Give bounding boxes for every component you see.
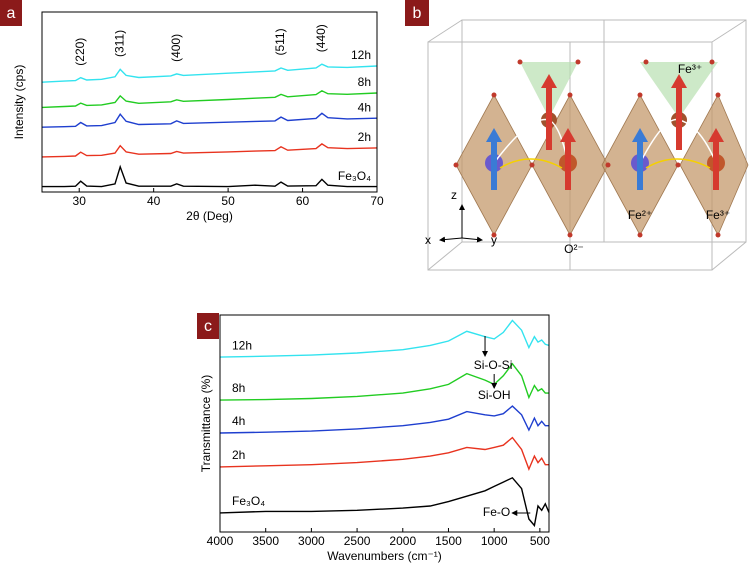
panel-label: c [204, 318, 212, 335]
series-line [219, 319, 550, 358]
peak-label: (311) [112, 30, 126, 57]
series-label: 12h [232, 338, 252, 352]
peak-label: (440) [314, 24, 328, 52]
x-tick-label: 60 [296, 194, 310, 208]
series-line [41, 89, 378, 109]
x-axis-title: Wavenumbers (cm⁻¹) [327, 549, 442, 563]
annotation: Si-O-Si [474, 358, 513, 372]
x-tick-label: 70 [370, 194, 384, 208]
panel-label: a [7, 5, 16, 22]
x-tick-label: 50 [221, 194, 235, 208]
panel-label: b [413, 5, 422, 22]
diagram-label: y [491, 233, 497, 247]
series-label: 4h [358, 100, 371, 114]
series-label: 2h [232, 448, 245, 462]
x-axis-title: 2θ (Deg) [186, 209, 233, 223]
series-label: 8h [358, 75, 371, 89]
series-label: 2h [358, 130, 371, 144]
peak-label: (511) [273, 28, 287, 55]
diagram-label: Fe²⁺ [628, 208, 652, 222]
series-line [42, 164, 377, 188]
x-tick-label: 40 [147, 194, 161, 208]
series-line [41, 112, 378, 128]
series-label: 12h [351, 48, 371, 62]
panel-label-box [405, 0, 429, 26]
x-tick-label: 1000 [481, 534, 508, 548]
series-line [219, 405, 549, 434]
peak-label: (220) [73, 38, 87, 66]
x-tick-label: 4000 [207, 534, 234, 548]
x-tick-label: 1500 [435, 534, 462, 548]
series-line [41, 143, 378, 158]
series-label: Fe₃O₄ [338, 169, 371, 183]
series-label: Fe₃O₄ [232, 494, 265, 508]
x-tick-label: 30 [73, 194, 87, 208]
plot-frame [41, 11, 378, 193]
x-tick-label: 2500 [344, 534, 371, 548]
y-axis-title: Intensity (cps) [12, 65, 26, 140]
series-line [41, 63, 378, 83]
annotation: Fe-O [483, 505, 510, 519]
series-label: 4h [232, 414, 245, 428]
peak-label: (400) [169, 34, 183, 62]
diagram-label: z [451, 188, 457, 202]
annotation: Si-OH [478, 388, 511, 402]
series-line [219, 436, 549, 471]
x-tick-label: 3500 [252, 534, 279, 548]
panel-label-box [0, 0, 22, 26]
diagram-label: x [425, 233, 431, 247]
x-tick-label: 2000 [389, 534, 416, 548]
x-tick-label: 3000 [298, 534, 325, 548]
plot-frame [219, 314, 550, 533]
crystal-diagram [427, 19, 749, 271]
panel-label-box [197, 313, 219, 339]
x-tick-label: 500 [530, 534, 550, 548]
series-label: 8h [232, 381, 245, 395]
diagram-label: O²⁻ [564, 242, 584, 256]
y-axis-title: Transmittance (%) [199, 375, 213, 473]
series-line [219, 476, 550, 528]
diagram-label: Fe³⁺ [678, 62, 702, 76]
diagram-label: Fe³⁺ [706, 208, 730, 222]
